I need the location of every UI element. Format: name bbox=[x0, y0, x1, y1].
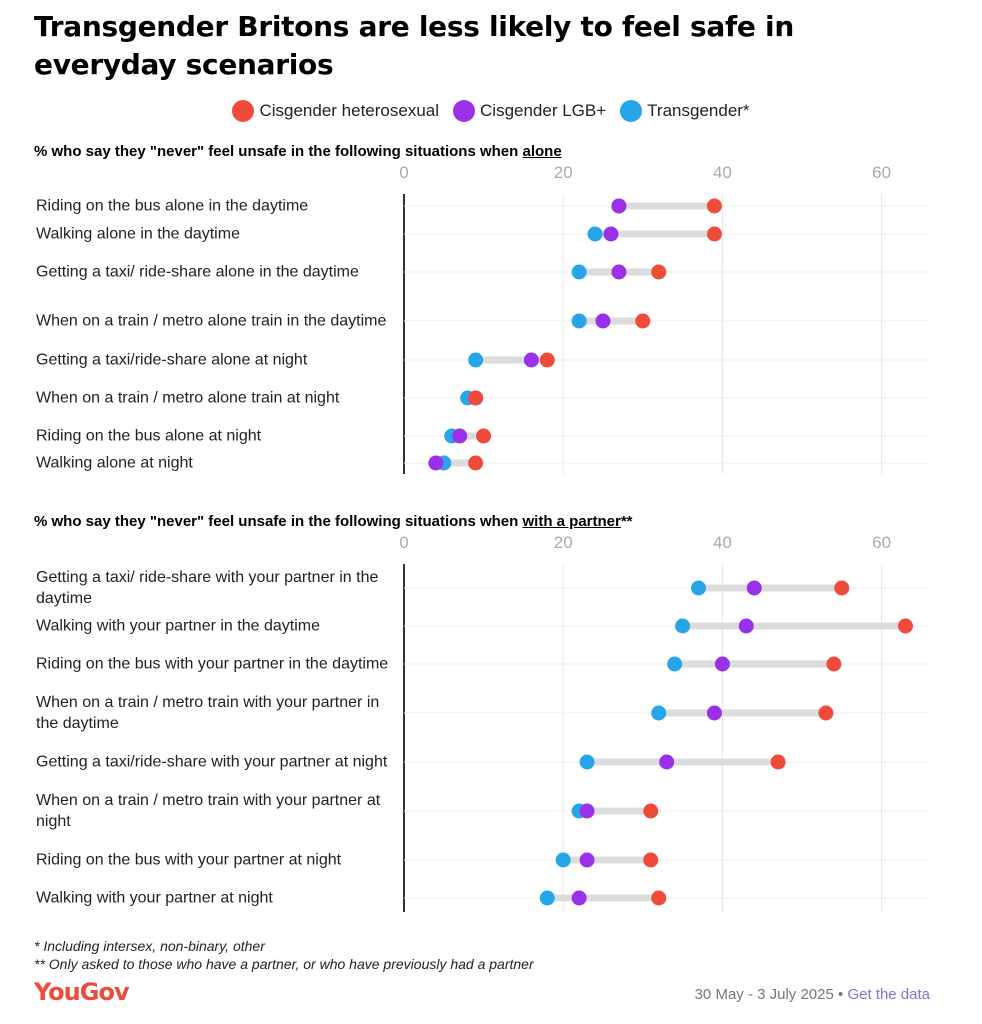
data-point bbox=[651, 890, 667, 906]
data-point bbox=[579, 754, 595, 770]
data-point bbox=[428, 455, 444, 471]
data-point bbox=[738, 618, 754, 634]
data-point bbox=[826, 656, 842, 672]
row-label: Riding on the bus alone in the daytime bbox=[36, 197, 309, 215]
legend-item-cis-lgb: Cisgender LGB+ bbox=[453, 100, 606, 122]
legend-label: Transgender* bbox=[647, 101, 750, 120]
row-label: Walking with your partner at night bbox=[36, 889, 273, 907]
data-point bbox=[611, 198, 627, 214]
panel-heading-emphasis: alone bbox=[522, 143, 562, 160]
data-point bbox=[818, 705, 834, 721]
row-label: When on a train / metro alone train in t… bbox=[36, 312, 387, 330]
data-point bbox=[834, 580, 850, 596]
data-point bbox=[468, 455, 484, 471]
row-label: Riding on the bus with your partner in t… bbox=[36, 655, 389, 673]
legend-label: Cisgender LGB+ bbox=[480, 101, 607, 120]
data-point bbox=[706, 198, 722, 214]
data-point bbox=[571, 313, 587, 329]
footnote-1: * Including intersex, non-binary, other bbox=[34, 938, 265, 954]
dot-plot-partner: 0 20 40 60 bbox=[399, 533, 928, 912]
data-point bbox=[659, 754, 675, 770]
data-point bbox=[635, 313, 651, 329]
data-point bbox=[643, 852, 659, 868]
row-label: Getting a taxi/ ride-share with your par… bbox=[36, 569, 379, 607]
data-point bbox=[468, 352, 484, 368]
legend-item-transgender: Transgender* bbox=[620, 100, 750, 122]
x-tick-label: 0 bbox=[399, 163, 408, 182]
data-point bbox=[714, 656, 730, 672]
panel-heading-text: % who say they "never" feel unsafe in th… bbox=[34, 143, 523, 160]
x-tick-label: 20 bbox=[554, 533, 573, 552]
source-line: 30 May - 3 July 2025 • Get the data bbox=[695, 986, 930, 1003]
row-label: Walking alone in the daytime bbox=[36, 225, 240, 243]
row-label: Walking alone at night bbox=[36, 454, 193, 472]
x-tick-label: 60 bbox=[872, 533, 891, 552]
row-label: When on a train / metro train with your … bbox=[36, 694, 380, 732]
row-label: When on a train / metro train with your … bbox=[36, 792, 381, 830]
legend-item-cis-hetero: Cisgender heterosexual bbox=[232, 100, 439, 122]
data-point bbox=[579, 852, 595, 868]
row-label: Getting a taxi/ ride-share alone in the … bbox=[36, 263, 359, 281]
row-label: Riding on the bus with your partner at n… bbox=[36, 851, 342, 869]
data-point bbox=[897, 618, 913, 634]
legend-swatch bbox=[453, 100, 476, 122]
data-point bbox=[675, 618, 691, 634]
data-point bbox=[579, 803, 595, 819]
row-label: Getting a taxi/ride-share with your part… bbox=[36, 753, 388, 771]
data-point bbox=[539, 352, 555, 368]
panel-heading-alone: % who say they "never" feel unsafe in th… bbox=[34, 143, 562, 160]
data-point bbox=[746, 580, 762, 596]
legend-swatch bbox=[232, 100, 255, 122]
panel-heading-partner: % who say they "never" feel unsafe in th… bbox=[34, 513, 633, 530]
footnote-2: ** Only asked to those who have a partne… bbox=[34, 956, 534, 972]
x-tick-label: 40 bbox=[713, 533, 732, 552]
data-point bbox=[587, 226, 603, 242]
data-point bbox=[452, 428, 468, 444]
data-point bbox=[571, 264, 587, 280]
data-point bbox=[468, 390, 484, 406]
dot-plot-alone: 0 20 40 60 bbox=[399, 163, 928, 474]
data-point bbox=[651, 264, 667, 280]
legend: Cisgender heterosexual Cisgender LGB+ Tr… bbox=[0, 96, 982, 126]
data-point bbox=[603, 226, 619, 242]
source-separator: • bbox=[833, 986, 848, 1003]
legend-label: Cisgender heterosexual bbox=[259, 101, 440, 120]
source-dates: 30 May - 3 July 2025 bbox=[694, 986, 834, 1003]
row-label: When on a train / metro alone train at n… bbox=[36, 389, 340, 407]
yougov-logo: YouGov bbox=[34, 978, 130, 1006]
row-label: Walking with your partner in the daytime bbox=[36, 617, 320, 635]
legend-swatch bbox=[620, 100, 643, 122]
data-point bbox=[651, 705, 667, 721]
data-point bbox=[523, 352, 539, 368]
panel-heading-text: % who say they "never" feel unsafe in th… bbox=[34, 513, 523, 530]
get-the-data-link[interactable]: Get the data bbox=[847, 986, 930, 1003]
data-point bbox=[611, 264, 627, 280]
data-point bbox=[706, 226, 722, 242]
data-point bbox=[571, 890, 587, 906]
x-tick-label: 20 bbox=[554, 163, 573, 182]
x-tick-label: 40 bbox=[713, 163, 732, 182]
data-point bbox=[706, 705, 722, 721]
data-point bbox=[595, 313, 611, 329]
x-tick-label: 0 bbox=[399, 533, 408, 552]
data-point bbox=[555, 852, 571, 868]
data-point bbox=[770, 754, 786, 770]
data-point bbox=[667, 656, 683, 672]
row-label: Riding on the bus alone at night bbox=[36, 427, 262, 445]
data-point bbox=[643, 803, 659, 819]
chart-title: Transgender Britons are less likely to f… bbox=[34, 10, 794, 81]
row-label: Getting a taxi/ride-share alone at night bbox=[36, 351, 308, 369]
data-point bbox=[539, 890, 555, 906]
panel-heading-suffix: ** bbox=[620, 513, 633, 530]
panel-heading-emphasis: with a partner bbox=[522, 513, 621, 530]
data-point bbox=[691, 580, 707, 596]
x-tick-label: 60 bbox=[872, 163, 891, 182]
data-point bbox=[476, 428, 492, 444]
